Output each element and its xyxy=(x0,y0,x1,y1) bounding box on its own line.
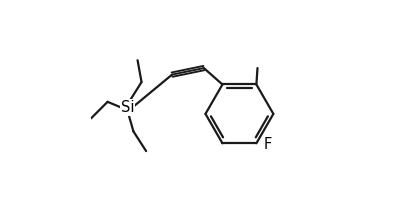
Text: Si: Si xyxy=(120,100,134,115)
Text: F: F xyxy=(264,137,272,152)
